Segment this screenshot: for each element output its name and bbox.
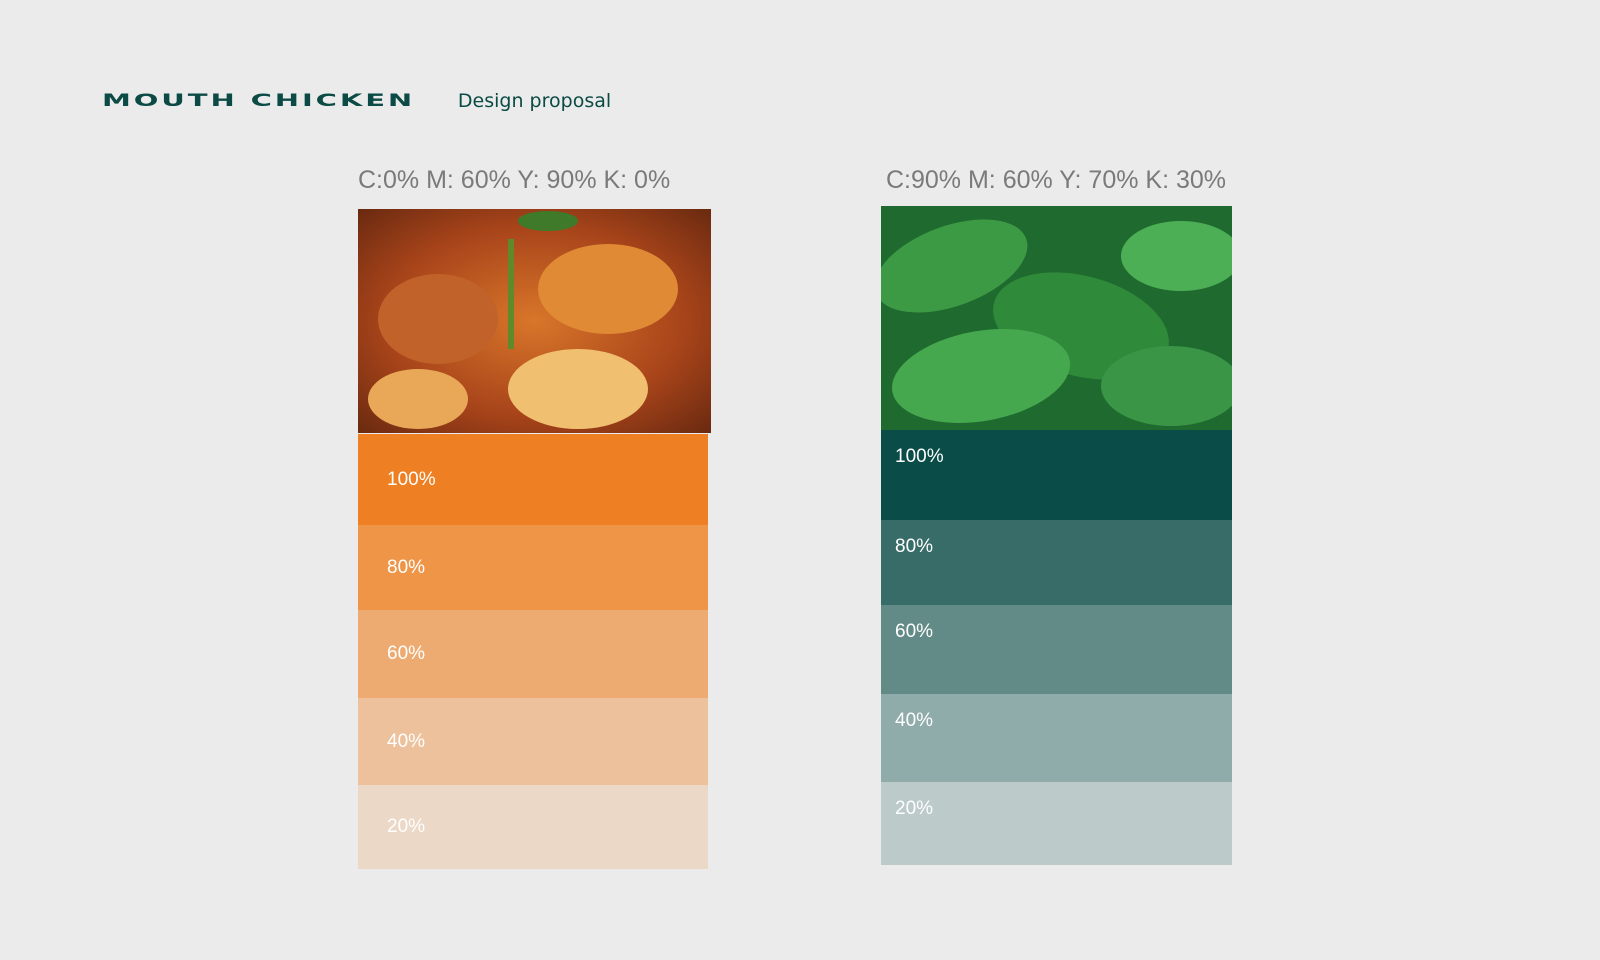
- spinach-photo: [881, 206, 1232, 430]
- color-swatch: 60%: [881, 605, 1232, 694]
- color-swatch: 20%: [881, 782, 1232, 865]
- color-swatch: 80%: [881, 520, 1232, 605]
- color-swatch: 100%: [881, 430, 1232, 520]
- palette-label: C:0% M: 60% Y: 90% K: 0%: [358, 166, 671, 194]
- brand: MOUTH CHICKEN: [102, 89, 416, 111]
- palette-label: C:90% M: 60% Y: 70% K: 30%: [886, 166, 1227, 194]
- color-swatch: 40%: [358, 698, 708, 785]
- swatch-label: 100%: [387, 468, 436, 490]
- swatch-label: 40%: [387, 730, 426, 752]
- swatch-label: 60%: [895, 621, 934, 642]
- swatch-label: 80%: [895, 536, 934, 557]
- food-photo: [358, 209, 711, 433]
- color-swatch: 40%: [881, 694, 1232, 782]
- swatch-label: 20%: [895, 798, 934, 819]
- swatch-label: 100%: [895, 446, 944, 467]
- swatch-label: 40%: [895, 710, 934, 731]
- color-swatch: 100%: [358, 434, 708, 525]
- color-swatch: 60%: [358, 610, 708, 698]
- subtitle: Design proposal: [457, 90, 612, 112]
- swatch-label: 20%: [387, 816, 426, 837]
- swatch-label: 80%: [387, 556, 426, 578]
- color-swatch: 20%: [358, 785, 708, 869]
- swatch-label: 60%: [387, 643, 426, 664]
- header: MOUTH CHICKEN Design proposal: [102, 88, 611, 112]
- color-swatch: 80%: [358, 525, 708, 610]
